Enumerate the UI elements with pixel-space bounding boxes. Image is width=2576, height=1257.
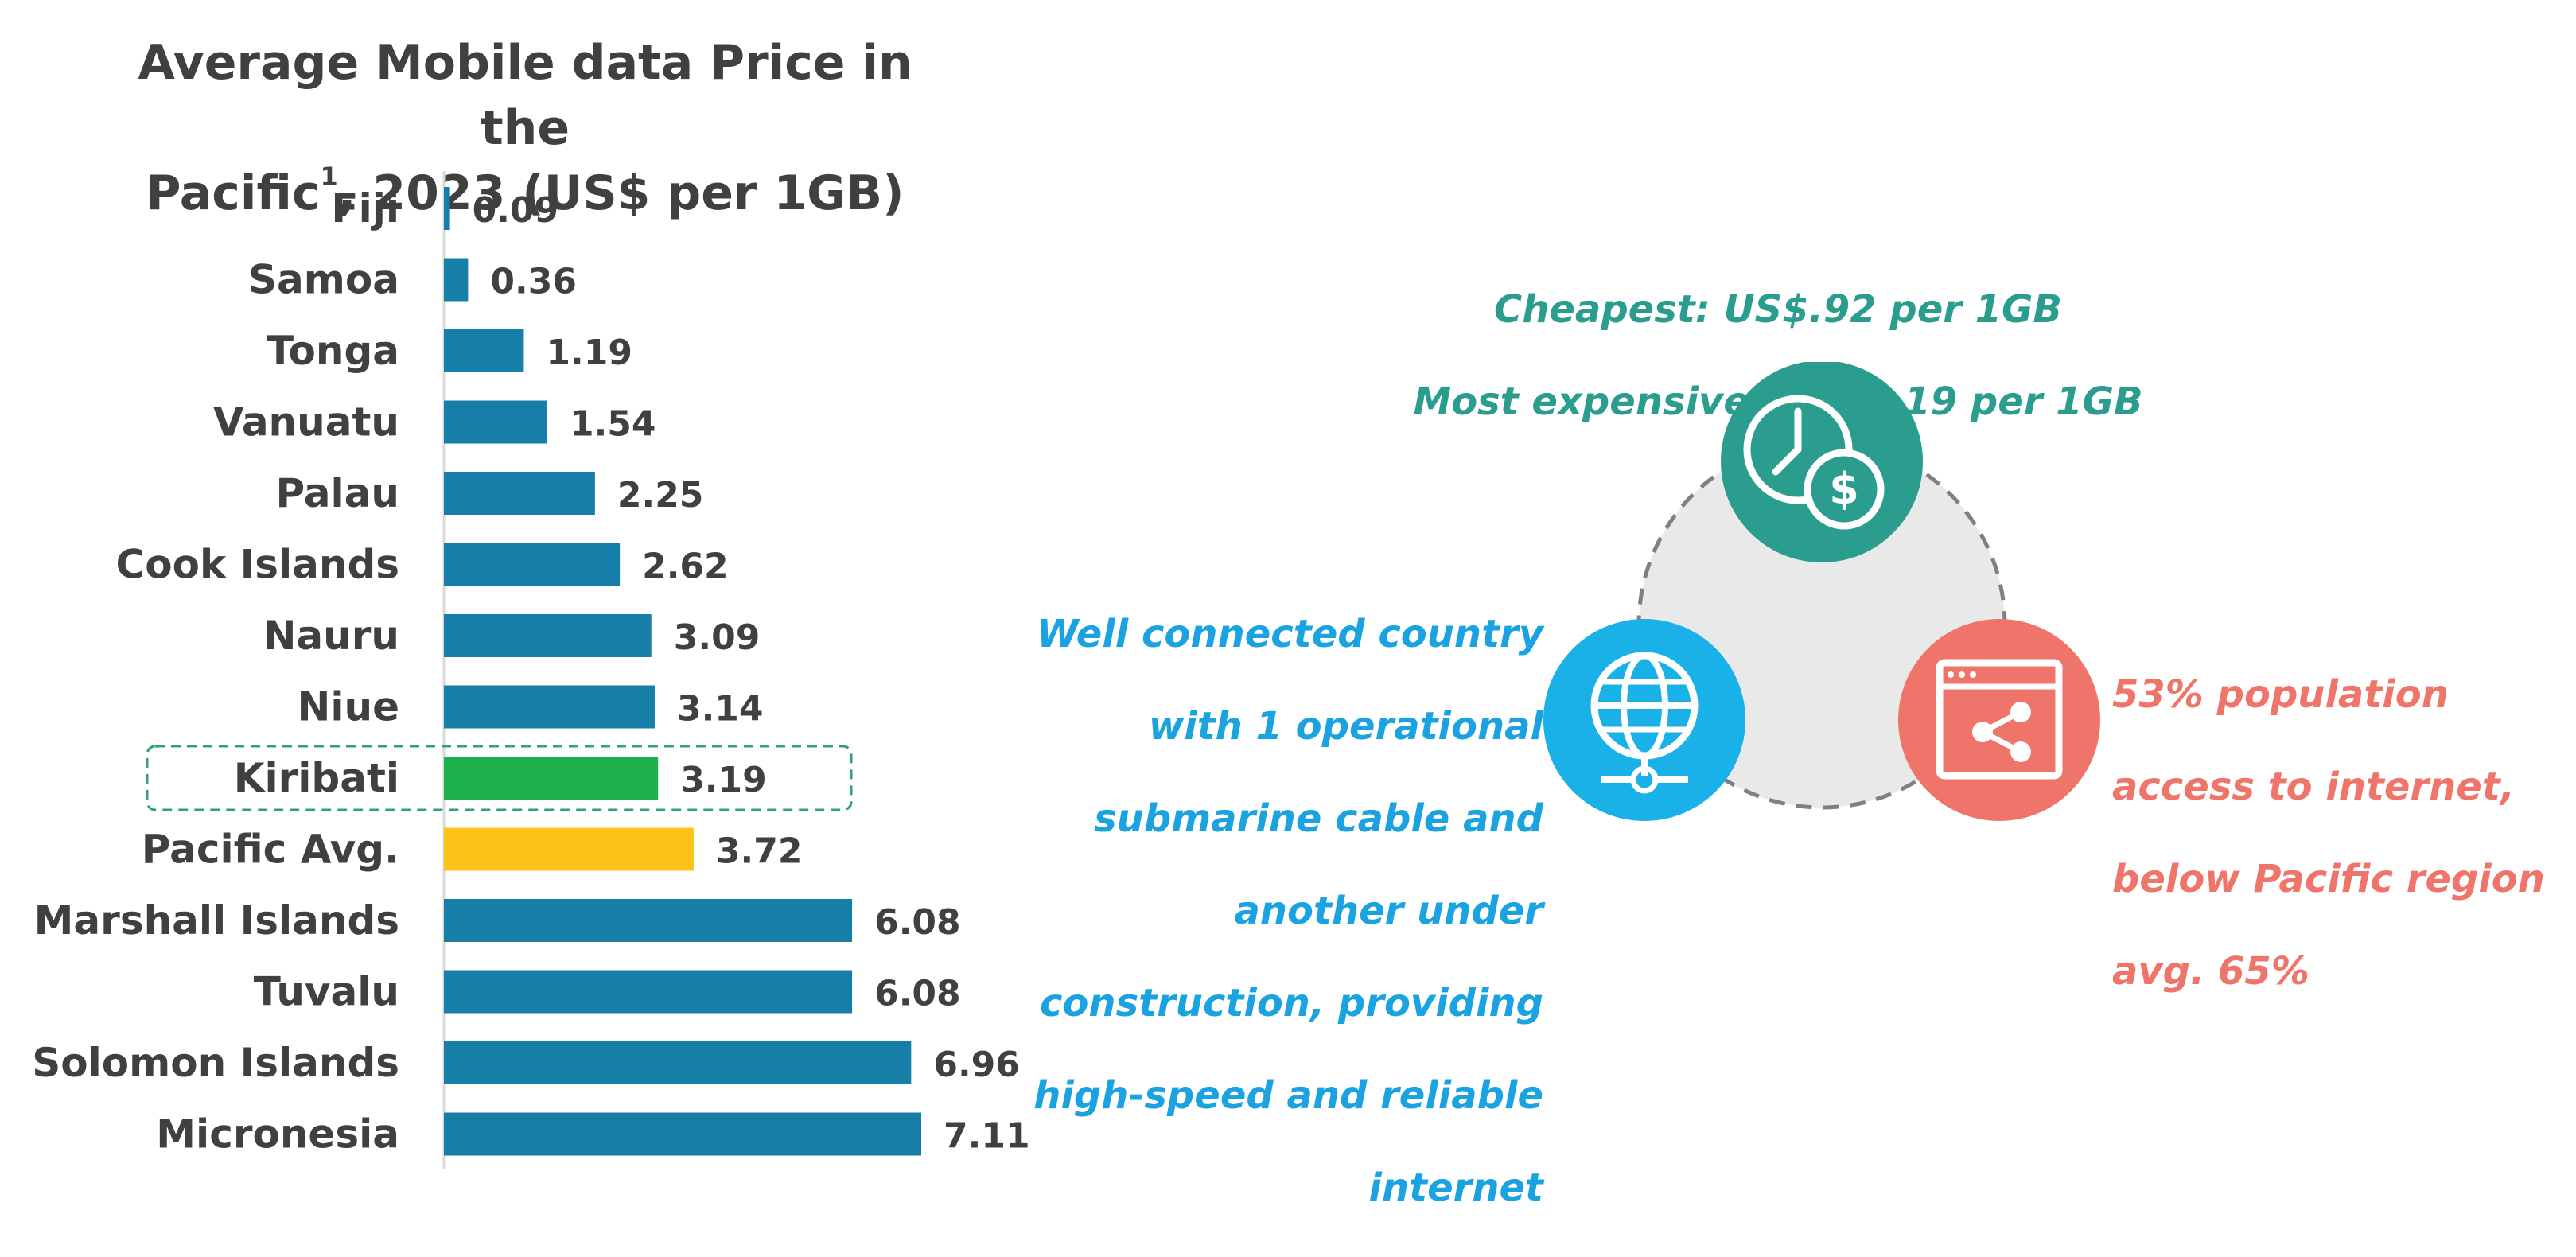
value-label: 3.19 (680, 760, 767, 800)
category-label: Palau (275, 470, 399, 516)
bar-chart: Fiji 0.09 Samoa 0.36 Tonga 1.19 Vanuatu 1.54 Pal… (32, 171, 1030, 1169)
globe-network-icon (1543, 619, 1745, 821)
bar (444, 1112, 921, 1156)
bar (444, 899, 853, 942)
category-label: Cook Islands (116, 542, 399, 588)
value-label: 1.54 (570, 404, 656, 445)
bar (444, 1041, 912, 1084)
svg-text:$: $ (1829, 464, 1859, 514)
access-line: 53% population (2112, 672, 2449, 717)
chart-title-line2: Pacific1, 2023 (US$ per 1GB) (146, 162, 905, 221)
category-label: Tonga (267, 328, 399, 374)
value-label: 7.11 (944, 1116, 1030, 1157)
value-label: 3.09 (674, 617, 761, 658)
bar (444, 757, 659, 800)
category-label: Marshall Islands (34, 897, 399, 944)
value-label: 3.72 (716, 831, 803, 872)
bar (444, 543, 621, 586)
value-label: 6.08 (874, 974, 961, 1014)
connectivity-callout: Well connected country with 1 operationa… (939, 565, 1543, 1257)
value-label: 2.25 (617, 475, 704, 516)
icon-cluster: $ (1543, 362, 2100, 821)
value-label: 1.19 (546, 333, 632, 373)
clock-dollar-icon: $ (1721, 362, 1923, 562)
connectivity-line: another under (1234, 889, 1543, 933)
bar (444, 187, 450, 230)
value-label: 2.62 (642, 547, 729, 587)
share-window-icon (1898, 619, 2100, 821)
connectivity-line: high-speed and reliable (1033, 1073, 1543, 1118)
connectivity-line: Well connected country (1036, 612, 1543, 656)
category-label: Niue (298, 684, 400, 730)
cheapest-text: Cheapest: US$.92 per 1GB (1493, 287, 2063, 332)
connectivity-line: internet (1368, 1166, 1543, 1210)
category-label: Samoa (248, 257, 399, 303)
category-label: Vanuatu (213, 399, 399, 446)
category-label: Pacific Avg. (142, 827, 399, 873)
chart-title: Average Mobile data Price in the Pacific… (127, 30, 923, 226)
value-label: 3.14 (677, 689, 764, 730)
category-label: Kiribati (234, 755, 399, 801)
bar (444, 685, 655, 729)
value-label: 0.09 (473, 190, 559, 231)
category-label: Nauru (263, 613, 399, 659)
bar (444, 258, 469, 302)
access-line: avg. 65% (2112, 949, 2309, 994)
bar (444, 329, 524, 372)
internet-access-callout: 53% population access to internet, below… (2112, 625, 2558, 1041)
access-line: below Pacific region (2112, 857, 2545, 901)
category-label: Solomon Islands (32, 1040, 399, 1086)
category-label: Micronesia (156, 1111, 399, 1158)
bar (444, 472, 595, 515)
category-label: Tuvalu (254, 969, 399, 1015)
chart-title-line1: Average Mobile data Price in the (138, 35, 912, 156)
connectivity-line: construction, providing (1040, 981, 1543, 1025)
category-label: Fiji (331, 185, 399, 232)
bar (444, 970, 853, 1014)
access-line: access to internet, (2112, 765, 2516, 809)
highlight-box (146, 745, 853, 811)
value-label: 6.96 (933, 1045, 1020, 1085)
connectivity-line: with 1 operational (1148, 704, 1543, 749)
bar (444, 614, 652, 657)
bar (444, 400, 547, 444)
value-label: 6.08 (874, 902, 961, 943)
value-label: 0.36 (490, 262, 577, 302)
connectivity-line: submarine cable and (1094, 796, 1543, 841)
bar (444, 827, 694, 871)
